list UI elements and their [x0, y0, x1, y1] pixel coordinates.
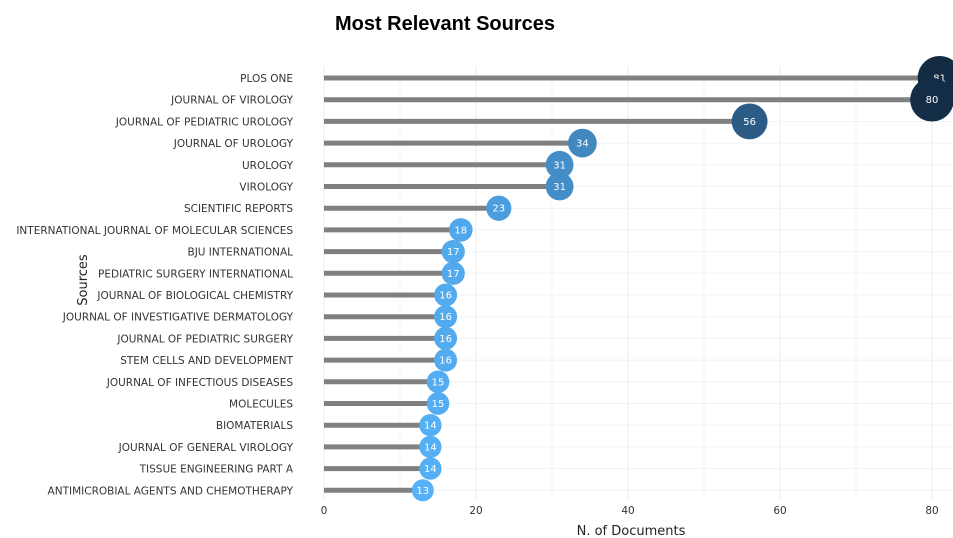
- y-tick-label: INTERNATIONAL JOURNAL OF MOLECULAR SCIEN…: [16, 225, 293, 237]
- data-label: 14: [424, 442, 437, 453]
- data-label: 56: [743, 117, 756, 128]
- y-tick-label: JOURNAL OF BIOLOGICAL CHEMISTRY: [96, 290, 293, 302]
- y-tick-label: BJU INTERNATIONAL: [187, 247, 293, 259]
- chart-title: Most Relevant Sources: [335, 13, 555, 35]
- lollipop-point: [434, 326, 458, 350]
- lollipop-point: [545, 172, 574, 201]
- data-label: 16: [439, 334, 452, 345]
- data-label: 14: [424, 464, 437, 475]
- data-label: 31: [553, 160, 566, 171]
- data-label: 16: [439, 291, 452, 302]
- y-tick-label: UROLOGY: [242, 160, 294, 172]
- lollipop-point: [426, 370, 450, 394]
- y-tick-label: ANTIMICROBIAL AGENTS AND CHEMOTHERAPY: [48, 485, 294, 497]
- data-label: 31: [553, 182, 566, 193]
- data-label: 16: [439, 356, 452, 367]
- data-label: 14: [424, 421, 437, 432]
- lollipop-point: [419, 435, 442, 459]
- y-tick-label: JOURNAL OF PEDIATRIC UROLOGY: [115, 116, 294, 128]
- y-tick-label: TISSUE ENGINEERING PART A: [139, 464, 294, 476]
- data-label: 34: [576, 139, 589, 150]
- data-label: 16: [439, 312, 452, 323]
- y-tick-label: JOURNAL OF VIROLOGY: [170, 95, 293, 107]
- plot-area: PLOS ONE 81 JOURNAL OF VIROLOGY 80 JOURNAL O…: [16, 56, 953, 502]
- lollipop-point: [411, 479, 434, 502]
- y-tick-label: JOURNAL OF PEDIATRIC SURGERY: [116, 333, 293, 345]
- data-label: 17: [447, 269, 460, 280]
- lollipop-point: [419, 457, 442, 480]
- lollipop-point: [486, 195, 512, 221]
- x-tick-label: 40: [621, 505, 634, 517]
- x-axis: 0 20 40 60 80: [321, 505, 939, 517]
- data-label: 80: [926, 95, 939, 106]
- data-label: 15: [432, 377, 445, 388]
- y-tick-label: MOLECULES: [229, 399, 293, 411]
- y-tick-label: JOURNAL OF INVESTIGATIVE DERMATOLOGY: [62, 312, 294, 324]
- lollipop-point: [441, 261, 465, 285]
- y-axis-title: Sources: [76, 254, 91, 306]
- y-tick-label: SCIENTIFIC REPORTS: [184, 203, 293, 215]
- y-tick-label: BIOMATERIALS: [216, 420, 293, 432]
- data-label: 18: [454, 225, 467, 236]
- lollipop-point: [910, 77, 953, 122]
- grid: [323, 66, 953, 500]
- y-tick-label: PLOS ONE: [240, 73, 293, 85]
- x-tick-label: 0: [321, 505, 328, 517]
- lollipop-point: [434, 305, 458, 329]
- y-tick-label: PEDIATRIC SURGERY INTERNATIONAL: [98, 268, 293, 280]
- y-tick-label: JOURNAL OF INFECTIOUS DISEASES: [106, 377, 294, 389]
- data-label: 13: [416, 486, 429, 497]
- x-tick-label: 80: [925, 505, 938, 517]
- lollipop-point: [434, 283, 458, 307]
- lollipop-point: [568, 128, 597, 158]
- data-label: 81: [933, 74, 946, 85]
- lollipop-point: [441, 239, 465, 264]
- x-tick-label: 60: [773, 505, 786, 517]
- y-tick-label: JOURNAL OF GENERAL VIROLOGY: [118, 442, 294, 454]
- data-label: 17: [447, 247, 460, 258]
- y-tick-label: JOURNAL OF UROLOGY: [173, 138, 294, 150]
- y-tick-label: STEM CELLS AND DEVELOPMENT: [120, 355, 293, 367]
- lollipop-point: [731, 103, 768, 140]
- lollipop-point: [448, 218, 473, 242]
- x-axis-title: N. of Documents: [577, 524, 686, 538]
- lollipop-point: [545, 150, 574, 179]
- x-tick-label: 20: [469, 505, 482, 517]
- lollipop-point: [434, 348, 458, 372]
- lollipop-point: [419, 414, 442, 437]
- data-label: 15: [432, 399, 445, 410]
- data-label: 23: [492, 204, 505, 215]
- y-tick-label: VIROLOGY: [239, 182, 293, 194]
- lollipop-point: [426, 392, 450, 415]
